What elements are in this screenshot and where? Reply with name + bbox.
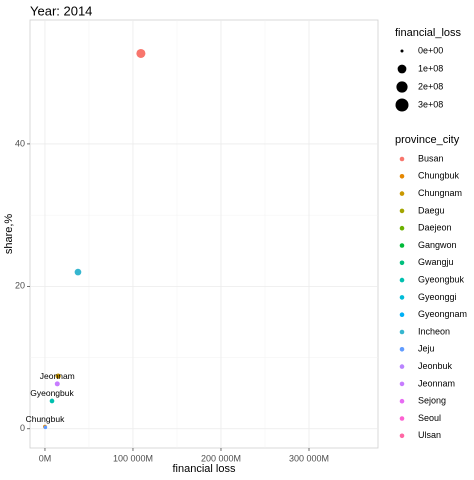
x-tick-label: 0M <box>39 453 52 463</box>
color-legend-label: Gyeongbuk <box>418 274 465 284</box>
color-legend-key <box>399 260 405 266</box>
color-legend-label: Ulsan <box>418 430 441 440</box>
color-legend-label: Sejong <box>418 396 446 406</box>
size-legend-key <box>396 81 408 93</box>
size-legend-key <box>397 64 407 74</box>
color-legend-key <box>399 329 405 335</box>
y-tick-label: 0 <box>20 423 25 433</box>
size-legend-key <box>395 98 409 112</box>
color-legend-label: Gwangju <box>418 257 454 267</box>
point <box>55 373 61 379</box>
color-legend-label: Jeonbuk <box>418 361 453 371</box>
x-tick-label: 300 000M <box>289 453 329 463</box>
point-label: Gyeongbuk <box>30 388 74 398</box>
color-legend-label: Incheon <box>418 326 450 336</box>
color-legend-key <box>399 416 405 421</box>
color-legend-key <box>399 347 405 352</box>
x-tick-label: 200 000M <box>201 453 241 463</box>
color-legend-label: Daegu <box>418 205 445 215</box>
x-axis-label: financial loss <box>173 463 236 475</box>
point-label: Jeonnam <box>40 371 75 381</box>
y-axis-label: share,% <box>3 214 15 255</box>
size-legend-label: 0e+00 <box>418 45 443 55</box>
color-legend-label: Jeonnam <box>418 378 455 388</box>
color-legend-key <box>399 295 405 300</box>
color-legend-key <box>399 225 405 231</box>
grid <box>30 20 378 448</box>
x-tick-label: 100 000M <box>113 453 153 463</box>
color-legend-label: Chungnam <box>418 188 462 198</box>
color-legend-key <box>399 208 405 214</box>
size-legend-label: 2e+08 <box>418 81 443 91</box>
size-legend-label: 3e+08 <box>418 99 443 109</box>
plot-panel <box>29 19 379 449</box>
y-tick-label: 20 <box>15 281 25 291</box>
point <box>74 268 82 276</box>
color-legend-label: Seoul <box>418 413 441 423</box>
color-legend-label: Gyeongnam <box>418 309 467 319</box>
size-legend-key <box>400 49 404 53</box>
color-legend-label: Gyeonggi <box>418 292 457 302</box>
color-legend-key <box>399 243 405 248</box>
point <box>49 398 55 404</box>
color-legend-label: Jeju <box>418 344 435 354</box>
point <box>43 425 48 430</box>
color-legend-key <box>399 398 405 404</box>
y-tick-label: 40 <box>15 138 25 148</box>
color-legend-key <box>399 174 405 179</box>
color-legend-key <box>399 433 405 439</box>
size-legend-label: 1e+08 <box>418 63 443 73</box>
point <box>136 48 146 58</box>
color-legend-label: Busan <box>418 153 444 163</box>
color-legend-key <box>399 191 405 196</box>
size-legend-title: financial_loss <box>395 27 462 39</box>
color-legend-key <box>399 364 405 369</box>
color-legend-key <box>399 156 405 162</box>
chart-title: Year: 2014 <box>30 3 92 18</box>
point-label: Chungbuk <box>26 414 66 424</box>
color-legend-key <box>399 312 405 318</box>
color-legend-key <box>399 277 405 283</box>
color-legend-label: Gangwon <box>418 240 457 250</box>
point <box>54 381 60 387</box>
color-legend-title: province_city <box>395 134 460 146</box>
color-legend-label: Chungbuk <box>418 171 460 181</box>
color-legend-label: Daejeon <box>418 223 452 233</box>
color-legend-key <box>399 381 405 387</box>
